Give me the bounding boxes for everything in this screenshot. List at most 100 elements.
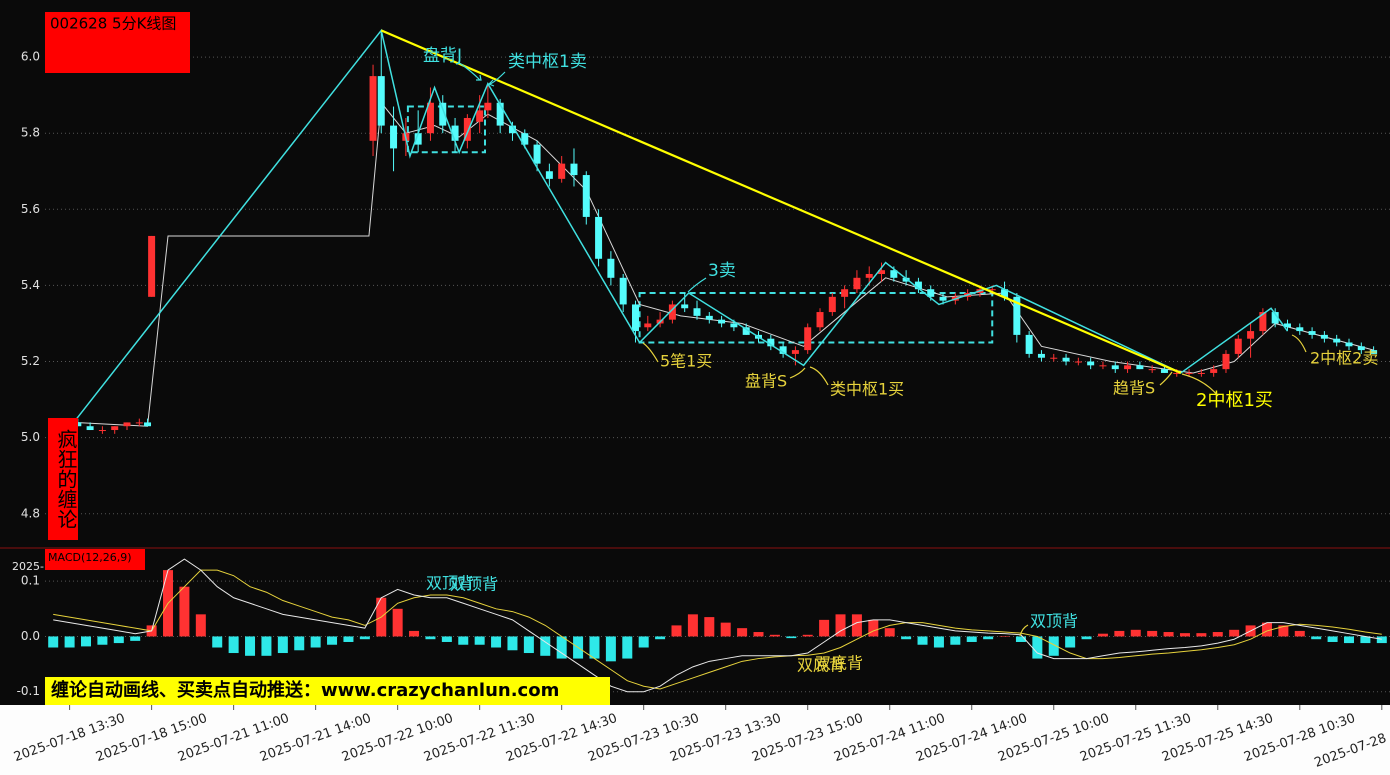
macd-bar — [933, 636, 944, 648]
macd-bar — [212, 636, 223, 648]
macd-bar — [556, 636, 567, 659]
candle-body — [135, 422, 143, 424]
macd-bar — [999, 636, 1010, 637]
candle-body — [939, 296, 947, 301]
candle-body — [123, 422, 131, 427]
candle-body — [902, 277, 910, 282]
y-tick-label: 5.4 — [21, 278, 40, 292]
candle-body — [1234, 338, 1242, 354]
macd-bar — [901, 636, 912, 640]
candle-body — [890, 270, 898, 278]
candle-body — [426, 102, 434, 134]
candle-body — [390, 125, 398, 149]
macd-bar — [1081, 636, 1092, 640]
candle-body — [439, 102, 447, 126]
macd-bar — [1261, 622, 1272, 637]
footer-box — [45, 677, 610, 705]
macd-bar — [589, 636, 600, 659]
macd-bar — [655, 636, 666, 640]
candle-body — [865, 274, 873, 278]
macd-bar — [950, 636, 961, 645]
candle-body — [451, 125, 459, 141]
macd-bar — [966, 636, 977, 642]
candle-body — [853, 277, 861, 290]
candle-body — [496, 102, 504, 126]
candle-body — [631, 304, 639, 332]
candle-body — [779, 346, 787, 354]
dif-line — [53, 558, 1382, 693]
candle-body — [804, 327, 812, 351]
macd-label: MACD(12,26,9) — [48, 551, 132, 564]
macd-bar — [1130, 629, 1141, 637]
annotation: 5笔1买 — [660, 352, 712, 371]
macd-bar — [704, 617, 715, 637]
candle-body — [828, 296, 836, 313]
annotation: 类中枢1卖 — [508, 52, 587, 72]
candle-body — [1074, 361, 1082, 363]
candle-body — [369, 76, 377, 141]
candle-body — [111, 426, 119, 431]
candle-body — [1357, 346, 1365, 351]
macd-bar — [605, 636, 616, 662]
y-tick-label: 0.0 — [21, 629, 40, 643]
macd-bar — [1147, 630, 1158, 637]
macd-bar — [835, 614, 846, 637]
macd-bar — [819, 619, 830, 637]
candle-body — [1308, 331, 1316, 335]
candle-body — [86, 426, 94, 431]
candle-body — [693, 308, 701, 316]
candle-body — [816, 312, 824, 328]
candle-body — [1271, 312, 1279, 324]
macd-bar — [1015, 636, 1026, 642]
candle-body — [730, 323, 738, 328]
annotation: 双顶背 — [1030, 612, 1078, 631]
candle-body — [1333, 338, 1341, 343]
macd-bar — [97, 636, 108, 645]
candle-body — [914, 281, 922, 290]
y-tick-label: 5.8 — [21, 126, 40, 140]
candle-body — [570, 163, 578, 176]
candle-body — [718, 319, 726, 324]
macd-bar — [228, 636, 239, 654]
candle-body — [1136, 365, 1144, 370]
annotation-arrows — [457, 61, 1307, 637]
candle-body — [533, 144, 541, 164]
macd-bar — [1097, 633, 1108, 637]
candle-body — [1124, 365, 1132, 370]
y-tick-label: 4.8 — [21, 506, 40, 520]
macd-bar — [769, 634, 780, 637]
macd-bar — [343, 636, 354, 642]
zhongshu-box — [406, 105, 486, 154]
arrow — [457, 61, 482, 81]
macd-bar — [753, 632, 764, 637]
candle-body — [619, 277, 627, 305]
annotation: 双顶背 — [426, 574, 474, 593]
title-box — [45, 12, 190, 73]
macd-bar — [113, 636, 124, 644]
candle-body — [927, 289, 935, 297]
macd-bar — [1343, 636, 1354, 644]
macd-bar — [1065, 636, 1076, 648]
macd-bar — [179, 586, 190, 637]
macd-bar — [1311, 636, 1322, 640]
candle-body — [414, 133, 422, 145]
candle-body — [1148, 369, 1156, 371]
y-tick-label: 5.0 — [21, 430, 40, 444]
annotation: 3卖 — [708, 261, 736, 281]
candle-body — [1283, 323, 1291, 328]
candle-body — [681, 304, 689, 309]
y-tick-label: 6.0 — [21, 50, 40, 64]
macd-bar — [1278, 625, 1289, 637]
candle-body — [1320, 334, 1328, 339]
macd-bar — [277, 636, 288, 654]
cropped-label: 2025- — [12, 560, 44, 573]
candle-body — [1050, 357, 1058, 359]
annotation: 趋背S — [1113, 379, 1155, 398]
candle-body — [1025, 334, 1033, 354]
candle-body — [988, 289, 996, 291]
macd-bar — [327, 636, 338, 645]
arrow — [1159, 371, 1173, 386]
candle-body — [1062, 357, 1070, 362]
